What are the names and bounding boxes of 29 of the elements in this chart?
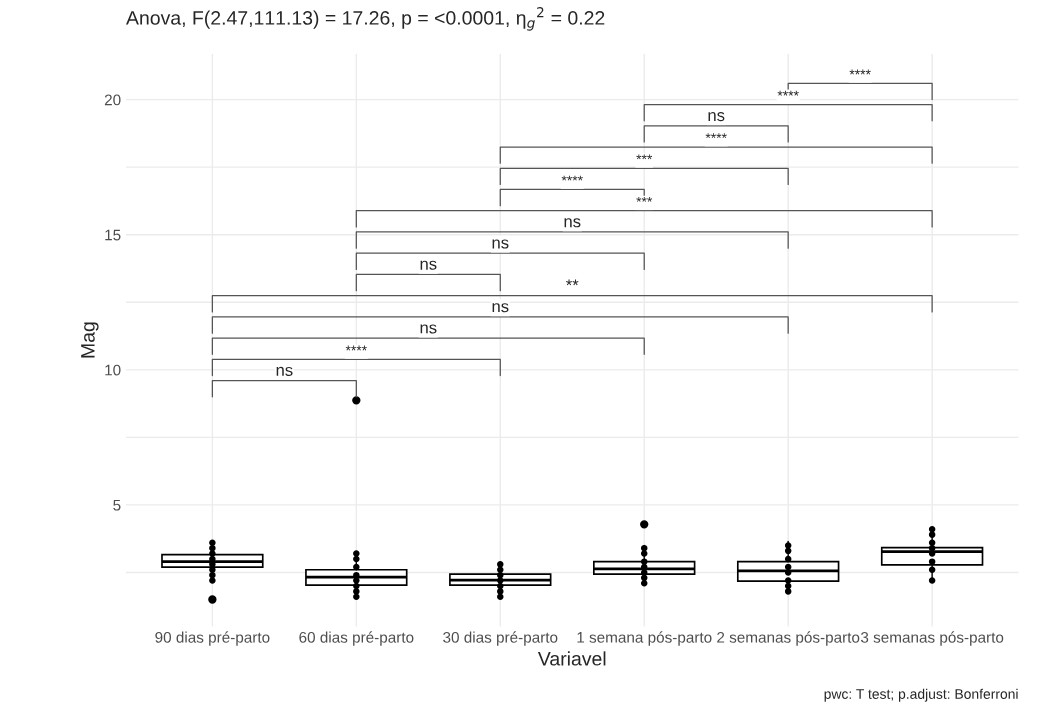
annotation: ns: [708, 112, 725, 122]
annotation: ****: [777, 90, 799, 96]
y-tick-label: 20: [104, 94, 121, 106]
x-tick-label: 90 dias pré-parto: [155, 631, 270, 646]
annotation: ns: [564, 218, 581, 228]
x-tick-label: 3 semanas pós-parto: [860, 631, 1004, 646]
y-axis-title: Mag: [81, 322, 99, 358]
x-axis-title: Variavel: [537, 651, 606, 666]
chart-title: Anova, F(2.47,111.13) = 17.26, p = <0.0001, η$_{g}$$^{2}$ = 0.22: [126, 7, 605, 31]
x-tick-label: 1 semana pós-parto: [577, 631, 712, 646]
annotation: ns: [420, 260, 437, 270]
annotation: **: [566, 279, 579, 286]
annotation: ****: [345, 345, 367, 351]
y-tick-label: 10: [105, 364, 121, 376]
annotation: ****: [561, 175, 583, 181]
annotation: ns: [276, 366, 293, 376]
annotation: ns: [492, 303, 509, 313]
annotation: ***: [636, 196, 653, 202]
annotation: ns: [420, 324, 437, 334]
x-tick-label: 30 dias pré-parto: [443, 631, 558, 646]
y-tick-label: 15: [105, 229, 121, 241]
annotation: ****: [705, 133, 727, 139]
y-tick-label: 5: [113, 499, 121, 511]
annotation: ns: [492, 239, 509, 249]
annotation: ***: [636, 154, 653, 160]
annotation: ****: [849, 69, 871, 75]
text: pwc: T test; p.adjust: Bonferroni: [824, 688, 1018, 702]
x-tick-label: 2 semanas pós-parto: [717, 631, 860, 646]
x-tick-label: 60 dias pré-parto: [299, 631, 414, 646]
